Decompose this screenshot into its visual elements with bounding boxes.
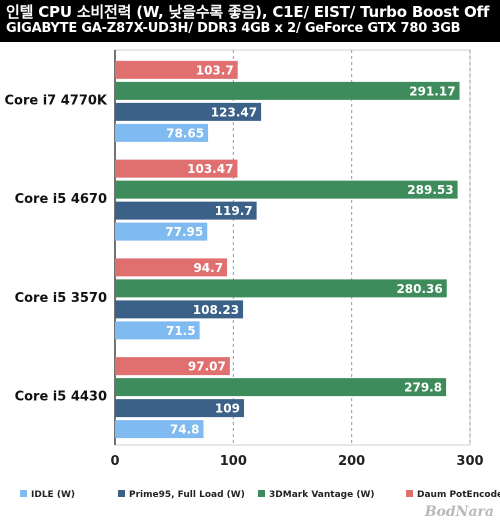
legend-swatch: [258, 490, 265, 497]
data-label: 103.47: [187, 162, 233, 176]
legend-swatch: [118, 490, 125, 497]
bar: [115, 378, 447, 397]
legend-swatch: [406, 490, 413, 497]
category-label: Core i5 4430: [15, 390, 107, 405]
bar: [115, 321, 200, 340]
bar: [115, 399, 244, 418]
data-label: 123.47: [211, 105, 257, 119]
data-label: 289.53: [407, 183, 453, 197]
data-label: 279.8: [404, 381, 442, 395]
category-label: Core i7 4770K: [4, 93, 107, 108]
data-label: 109: [215, 402, 240, 416]
x-tick-label: 300: [456, 454, 483, 469]
chart-title: 인텔 CPU 소비전력 (W, 낮을수록 좋음), C1E/ EIST/ Tur…: [6, 3, 490, 21]
legend-label: 3DMark Vantage (W): [269, 490, 374, 500]
watermark-logo: BodNara: [424, 504, 494, 520]
data-label: 71.5: [166, 324, 196, 338]
legend-swatch: [20, 490, 27, 497]
chart-header: 인텔 CPU 소비전력 (W, 낮을수록 좋음), C1E/ EIST/ Tur…: [0, 0, 500, 42]
bar: [115, 357, 230, 376]
data-label: 74.8: [170, 423, 200, 437]
category-label: Core i5 4670: [15, 192, 107, 207]
category-label: Core i5 3570: [15, 291, 107, 306]
data-label: 78.65: [166, 126, 204, 140]
legend-label: Prime95, Full Load (W): [129, 490, 245, 500]
bar: [115, 420, 204, 439]
bar: [115, 81, 460, 100]
bar: [115, 279, 447, 298]
legend-label: IDLE (W): [31, 490, 75, 500]
bar: [115, 201, 257, 220]
x-tick-label: 200: [338, 454, 365, 469]
bar: [115, 102, 262, 121]
bar: [115, 222, 208, 241]
x-tick-label: 0: [110, 454, 119, 469]
data-label: 77.95: [165, 225, 203, 239]
chart-subtitle: GIGABYTE GA-Z87X-UD3H/ DDR3 4GB x 2/ GeF…: [6, 21, 461, 36]
data-label: 280.36: [396, 282, 442, 296]
bar: [115, 123, 209, 142]
data-label: 94.7: [193, 261, 223, 275]
bar: [115, 180, 458, 199]
data-label: 108.23: [193, 303, 239, 317]
legend-label: Daum PotEncoder (W): [417, 490, 500, 500]
data-label: 291.17: [409, 84, 455, 98]
bar: [115, 300, 244, 319]
bar: [115, 60, 238, 79]
data-label: 119.7: [215, 204, 253, 218]
bar: [115, 258, 228, 277]
data-label: 97.07: [188, 360, 226, 374]
bar: [115, 159, 238, 178]
data-label: 103.7: [196, 63, 234, 77]
x-tick-label: 100: [220, 454, 247, 469]
